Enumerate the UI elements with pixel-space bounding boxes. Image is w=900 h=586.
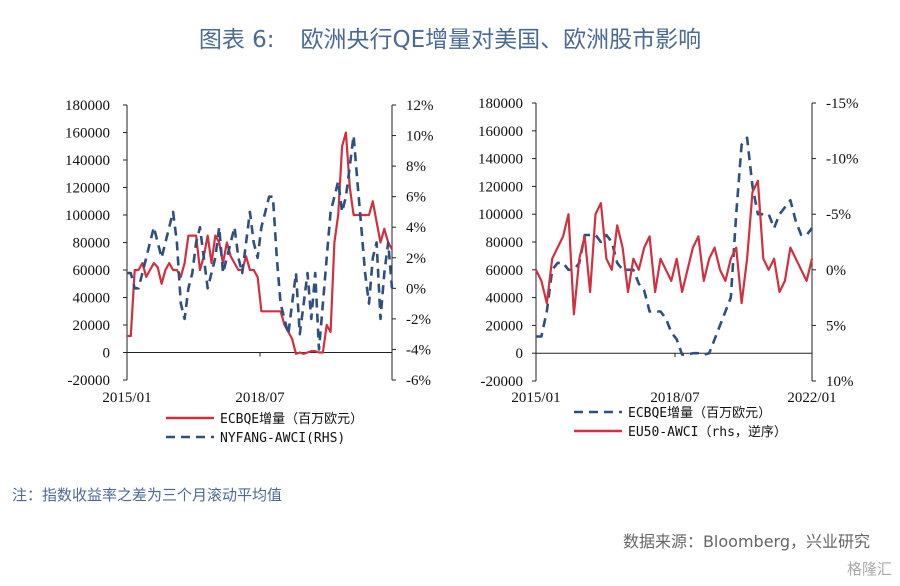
chart-area: 180000 160000 140000 120000 100000 80000 60000…	[65, 96, 859, 446]
left-tick-label: 20000	[73, 318, 111, 334]
right-tick-label: -15%	[826, 96, 859, 112]
right-tick-label: 4%	[406, 220, 426, 236]
footnote: 注：指数收益率之差为三个月滚动平均值	[12, 486, 283, 504]
right-tick-label: 12%	[406, 98, 434, 114]
right-tick-label: 0%	[406, 281, 426, 297]
left-tick-label: 40000	[73, 291, 111, 307]
x-tick-label: 2018/07	[235, 390, 285, 406]
left-tick-label: 100000	[65, 208, 110, 224]
left-tick-label: 60000	[486, 263, 524, 279]
x-tick-label: 2015/01	[511, 390, 560, 406]
left-tick-label: -20000	[481, 374, 524, 390]
source-text: 数据来源：Bloomberg，兴业研究	[622, 532, 870, 551]
legend-label: ECBQE增量（百万欧元）	[628, 406, 771, 421]
left-tick-label: 140000	[478, 152, 523, 168]
left-tick-label: 140000	[65, 153, 110, 169]
right-tick-label: 10%	[406, 129, 434, 145]
left-tick-label: 60000	[73, 263, 111, 279]
right-tick-label: 5%	[826, 318, 846, 334]
left-tick-label: 160000	[478, 124, 523, 140]
left-tick-label: 120000	[65, 181, 110, 197]
left-tick-label: 80000	[73, 236, 111, 252]
left-tick-label: 0	[516, 346, 524, 362]
right-tick-label: 2%	[406, 251, 426, 267]
right-tick-label: -10%	[826, 152, 859, 168]
chart-title: 图表 6: 欧洲央行QE增量对美国、欧洲股市影响	[0, 20, 900, 54]
right-tick-label: -5%	[826, 207, 851, 223]
right-tick-label: -6%	[406, 373, 431, 389]
right-tick-label: 8%	[406, 159, 426, 175]
figure-number: 图表 6:	[198, 27, 275, 53]
x-tick-label: 2022/01	[787, 390, 836, 406]
left-tick-label: 160000	[65, 126, 110, 142]
right-tick-label: 10%	[826, 374, 854, 390]
legend-label: EU50-AWCI（rhs，逆序）	[628, 424, 787, 440]
right-tick-label: 0%	[826, 263, 846, 279]
x-tick-label: 2015/01	[102, 390, 151, 406]
left-tick-label: 180000	[65, 98, 110, 114]
legend-label: ECBQE增量（百万欧元）	[220, 412, 363, 427]
right-tick-label: -4%	[406, 342, 431, 358]
left-tick-label: 80000	[486, 235, 524, 251]
x-tick-label: 2018/07	[650, 390, 700, 406]
legend-label: NYFANG-AWCI(RHS)	[220, 431, 345, 446]
left-tick-label: 0	[103, 346, 111, 362]
left-tick-label: 180000	[478, 96, 523, 112]
dashed-series-line-2	[127, 134, 394, 351]
figure-title: 欧洲央行QE增量对美国、欧洲股市影响	[300, 27, 702, 53]
solid-series-line-1	[127, 131, 393, 355]
left-tick-label: -20000	[68, 373, 111, 389]
right-tick-label: 6%	[406, 190, 426, 206]
solid-series-line-2	[535, 179, 814, 316]
right-tick-label: -2%	[406, 312, 431, 328]
left-tick-label: 20000	[486, 318, 524, 334]
left-tick-label: 40000	[486, 291, 524, 307]
left-tick-label: 120000	[478, 179, 523, 195]
dashed-series-line-1	[536, 136, 814, 356]
watermark: 格隆汇	[846, 560, 892, 578]
left-tick-label: 100000	[478, 207, 523, 223]
